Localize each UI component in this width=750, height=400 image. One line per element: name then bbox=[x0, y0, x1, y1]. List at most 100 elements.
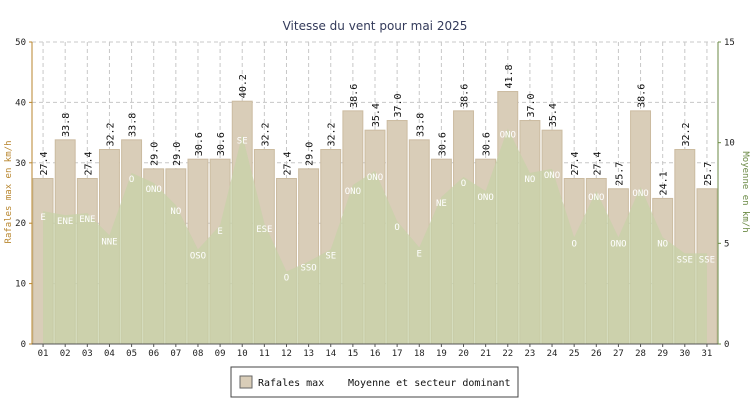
x-tick-label-15: 15 bbox=[347, 349, 358, 359]
x-tick-label-30: 30 bbox=[679, 349, 690, 359]
bar-value-label-23: 37.0 bbox=[526, 93, 537, 117]
y-left-tick-label: 0 bbox=[21, 340, 26, 350]
sector-label-12: O bbox=[284, 274, 289, 284]
legend-label-gusts: Rafales max bbox=[258, 378, 324, 389]
sector-label-04: NNE bbox=[101, 237, 117, 247]
y-left-tick-label: 30 bbox=[15, 159, 26, 169]
x-tick-label-14: 14 bbox=[325, 349, 336, 359]
sector-label-30: SSE bbox=[677, 255, 693, 265]
legend-swatch-gusts bbox=[239, 375, 253, 389]
bar-value-label-22: 41.8 bbox=[504, 64, 515, 88]
x-tick-label-28: 28 bbox=[635, 349, 646, 359]
x-tick-label-17: 17 bbox=[392, 349, 403, 359]
x-tick-label-13: 13 bbox=[303, 349, 314, 359]
legend-frame bbox=[230, 366, 519, 398]
bar-value-label-18: 33.8 bbox=[415, 113, 426, 137]
bar-value-label-19: 30.6 bbox=[437, 132, 448, 156]
y-right-tick-label: 5 bbox=[724, 239, 729, 249]
bar-value-label-25: 27.4 bbox=[570, 151, 581, 175]
bar-value-label-17: 37.0 bbox=[393, 93, 404, 117]
bar-value-label-12: 27.4 bbox=[282, 151, 293, 175]
x-tick-label-12: 12 bbox=[281, 349, 292, 359]
x-tick-label-03: 03 bbox=[82, 349, 93, 359]
sector-label-10: SE bbox=[237, 137, 248, 147]
legend-label-average: Moyenne et secteur dominant bbox=[348, 378, 511, 389]
sector-label-28: ONO bbox=[632, 189, 648, 199]
y-axis-left-label: Rafales max en km/h bbox=[4, 141, 14, 244]
bar-value-label-07: 29.0 bbox=[172, 142, 183, 166]
y-right-tick-label: 15 bbox=[724, 38, 735, 48]
y-left-tick-label: 20 bbox=[15, 219, 26, 229]
sector-label-16: ONO bbox=[367, 173, 383, 183]
x-tick-label-27: 27 bbox=[613, 349, 624, 359]
y-right-tick-label: 10 bbox=[724, 139, 735, 149]
bar-value-label-21: 30.6 bbox=[482, 132, 493, 156]
y-right-tick-label: 0 bbox=[724, 340, 729, 350]
chart-title: Vitesse du vent pour mai 2025 bbox=[283, 19, 468, 33]
bar-value-label-03: 27.4 bbox=[83, 151, 94, 175]
x-tick-label-09: 09 bbox=[215, 349, 226, 359]
bar-value-label-10: 40.2 bbox=[238, 74, 249, 98]
bar-value-label-09: 30.6 bbox=[216, 132, 227, 156]
x-tick-label-01: 01 bbox=[38, 349, 49, 359]
legend: Rafales max Moyenne et secteur dominant bbox=[230, 366, 519, 398]
sector-label-21: ONO bbox=[478, 193, 494, 203]
sector-label-22: ONO bbox=[500, 131, 516, 141]
x-tick-label-31: 31 bbox=[702, 349, 713, 359]
bar-value-label-06: 29.0 bbox=[150, 142, 161, 166]
sector-label-02: ENE bbox=[57, 217, 73, 227]
sector-label-23: NO bbox=[524, 175, 535, 185]
sector-label-13: SSO bbox=[300, 263, 316, 273]
bar-value-label-30: 32.2 bbox=[681, 122, 692, 146]
sector-label-20: O bbox=[461, 179, 466, 189]
sector-label-19: NE bbox=[436, 199, 447, 209]
sector-label-17: O bbox=[394, 223, 399, 233]
sector-label-29: NO bbox=[657, 239, 668, 249]
sector-label-31: SSE bbox=[699, 255, 715, 265]
bar-value-label-16: 35.4 bbox=[371, 103, 382, 127]
x-tick-label-10: 10 bbox=[237, 349, 248, 359]
bar-value-label-01: 27.4 bbox=[39, 151, 50, 175]
x-tick-label-07: 07 bbox=[170, 349, 181, 359]
x-tick-label-21: 21 bbox=[480, 349, 491, 359]
bar-value-label-04: 32.2 bbox=[105, 122, 116, 146]
sector-label-01: E bbox=[40, 213, 45, 223]
average-area: E ENE ENENNEOONONOOSOESEESEOSSOSEONOONOOEN… bbox=[40, 128, 715, 344]
bar-value-label-05: 33.8 bbox=[128, 113, 139, 137]
y-left-tick-label: 10 bbox=[15, 280, 26, 290]
bar-value-label-26: 27.4 bbox=[592, 151, 603, 175]
x-tick-label-05: 05 bbox=[126, 349, 137, 359]
bar-value-label-08: 30.6 bbox=[194, 132, 205, 156]
x-tick-label-16: 16 bbox=[370, 349, 381, 359]
bar-value-label-27: 25.7 bbox=[614, 162, 625, 186]
sector-label-14: SE bbox=[325, 251, 336, 261]
bar-value-label-28: 38.6 bbox=[637, 84, 648, 108]
x-tick-label-25: 25 bbox=[569, 349, 580, 359]
bar-value-label-15: 38.6 bbox=[349, 84, 360, 108]
sector-label-11: ESE bbox=[256, 225, 272, 235]
sector-label-27: ONO bbox=[610, 239, 626, 249]
y-left-tick-label: 40 bbox=[15, 98, 26, 108]
sector-label-05: O bbox=[129, 175, 134, 185]
sector-label-25: O bbox=[571, 239, 576, 249]
x-tick-label-02: 02 bbox=[60, 349, 71, 359]
x-tick-label-22: 22 bbox=[502, 349, 513, 359]
bar-value-label-31: 25.7 bbox=[703, 162, 714, 186]
sector-label-03: ENE bbox=[79, 215, 95, 225]
bar-value-labels: 27.4 33.8 27.4 32.2 33.8 29.0 29.0 30.6 30.6 40.2… bbox=[39, 64, 714, 195]
x-tick-label-18: 18 bbox=[414, 349, 425, 359]
x-tick-label-26: 26 bbox=[591, 349, 602, 359]
x-tick-label-04: 04 bbox=[104, 349, 115, 359]
sector-label-07: NO bbox=[170, 207, 181, 217]
bar-value-label-24: 35.4 bbox=[548, 103, 559, 127]
x-tick-label-23: 23 bbox=[524, 349, 535, 359]
sector-label-15: ONO bbox=[345, 187, 361, 197]
x-tick-label-08: 08 bbox=[193, 349, 204, 359]
x-tick-label-24: 24 bbox=[547, 349, 558, 359]
bar-value-label-13: 29.0 bbox=[305, 142, 316, 166]
sector-label-09: E bbox=[217, 227, 222, 237]
bar-value-label-11: 32.2 bbox=[260, 122, 271, 146]
bar-value-label-20: 38.6 bbox=[460, 84, 471, 108]
bar-value-label-14: 32.2 bbox=[327, 122, 338, 146]
